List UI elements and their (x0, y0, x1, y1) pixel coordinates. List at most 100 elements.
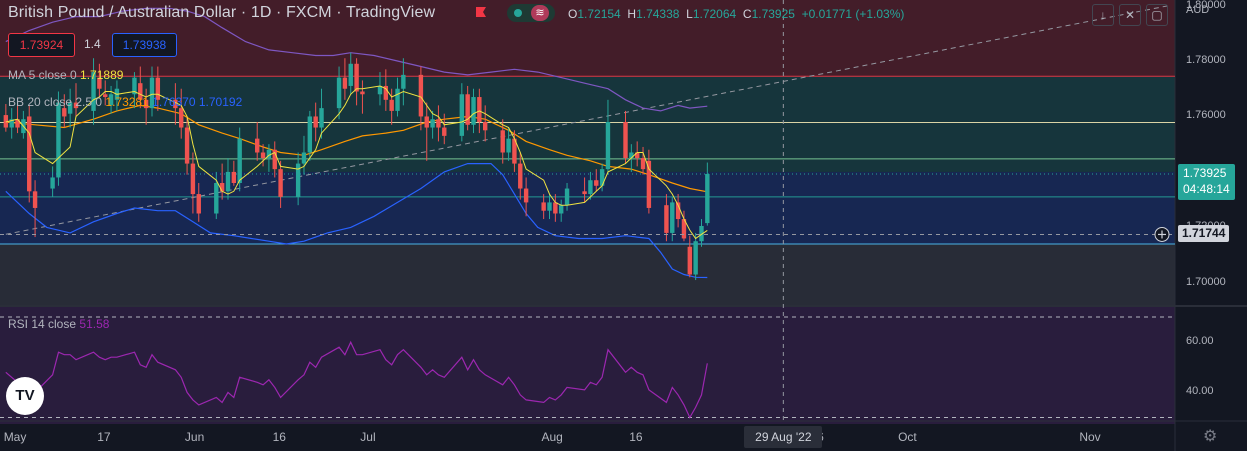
candle-body-76 (623, 122, 628, 159)
time-tick-label: Aug (541, 430, 563, 444)
candle-body-11 (91, 72, 96, 111)
candle-body-44 (354, 63, 359, 92)
ma5-line (5, 85, 708, 240)
candle-body-73 (594, 180, 599, 186)
candle-body-75 (605, 122, 611, 170)
candle-body-61 (500, 130, 505, 153)
candle-body-22 (179, 108, 184, 128)
time-tick-label: Jun (184, 430, 205, 444)
candle-body-27 (219, 183, 225, 192)
snapshot-icon[interactable]: ▢ (1146, 4, 1168, 26)
price-zone-1 (0, 76, 1175, 172)
candle-body-32 (260, 152, 266, 159)
close-label: C (742, 7, 752, 21)
candle-body-19 (149, 77, 155, 109)
candle-body-34 (272, 149, 277, 170)
high-label: H (627, 7, 637, 21)
time-tick-label: 16 (629, 430, 643, 444)
candle-body-33 (266, 149, 272, 159)
high-value: 1.74338 (636, 7, 680, 21)
candle-body-72 (588, 180, 593, 195)
crosshair-date-tag: 29 Aug '22 (744, 426, 823, 448)
candle-body-45 (360, 91, 365, 95)
time-tick-label: Nov (1079, 430, 1101, 444)
settings-gear-icon[interactable]: ⚙ (1203, 428, 1218, 445)
candle-body-87 (699, 225, 704, 242)
rsi-label: RSI 14 close (8, 317, 77, 331)
candle-body-74 (599, 169, 605, 186)
sell-button[interactable]: 1.73924 (8, 33, 75, 57)
time-tick-label: May (3, 430, 27, 444)
candle-body-48 (389, 99, 394, 111)
time-tick-label: 16 (272, 430, 286, 444)
bar-countdown: 04:48:14 (1183, 181, 1230, 196)
candle-body-20 (155, 77, 161, 100)
candle-body-67 (547, 202, 552, 211)
candle-body-59 (477, 97, 482, 122)
candle-body-1 (9, 119, 14, 128)
close-value: 1.73925 (751, 7, 795, 21)
candle-body-77 (629, 152, 634, 159)
candle-body-24 (190, 163, 196, 195)
open-label: O (568, 7, 578, 21)
candle-body-12 (97, 77, 102, 89)
candle-body-50 (401, 74, 406, 89)
candle-body-36 (295, 163, 301, 197)
time-tick-label: Oct (898, 430, 917, 444)
market-status-pill[interactable]: ≋ (507, 4, 555, 22)
candle-body-88 (705, 173, 710, 224)
candle-body-8 (62, 108, 67, 117)
candle-body-54 (436, 119, 441, 128)
buy-button[interactable]: 1.73938 (112, 33, 177, 57)
currency-label[interactable]: AUD (1186, 4, 1210, 16)
candle-body-46 (377, 85, 383, 95)
rsi-legend[interactable]: RSI 14 close 51.58 (8, 317, 109, 331)
tradingview-logo[interactable]: TV (6, 377, 44, 415)
candle-body-30 (237, 138, 242, 183)
rsi-pane-background (0, 307, 1175, 424)
candle-body-60 (482, 122, 488, 131)
candle-body-62 (506, 138, 511, 153)
fullscreen-icon[interactable]: ✕ (1119, 4, 1141, 26)
flag-icon[interactable] (474, 6, 488, 20)
spread-value: 1.4 (84, 37, 101, 51)
price-tick-label: 1.80000 (1186, 0, 1226, 11)
bb-upper-value: 1.76370 (152, 95, 196, 109)
candle-body-43 (348, 63, 353, 86)
ma-value: 1.71889 (80, 68, 124, 82)
ma-legend[interactable]: MA 5 close 0 1.71889 (8, 68, 123, 82)
bb-legend[interactable]: BB 20 close 2.5 0 1.73281 1.76370 1.7019… (8, 95, 242, 109)
candle-body-64 (518, 163, 523, 189)
candle-body-14 (108, 94, 114, 106)
candle-body-40 (319, 108, 324, 128)
candle-body-0 (3, 115, 9, 128)
candle-body-79 (640, 158, 646, 170)
candle-body-4 (27, 116, 32, 192)
price-zone-3 (0, 244, 1175, 305)
add-alert-plus-icon[interactable] (1154, 226, 1170, 242)
rsi-line (5, 340, 708, 419)
market-open-dot-icon (514, 9, 522, 17)
candle-body-9 (67, 102, 73, 114)
low-label: L (686, 7, 693, 21)
bb-basis-line (5, 104, 708, 193)
candle-body-56 (459, 94, 465, 136)
symbol-title[interactable]: British Pound / Australian Dollar · 1D ·… (8, 4, 436, 21)
candle-body-21 (173, 99, 178, 109)
candle-body-78 (634, 152, 640, 159)
candle-body-71 (582, 191, 587, 195)
candle-body-52 (424, 116, 429, 128)
bb-upper-line (5, 7, 708, 112)
price-zone-2 (0, 171, 1175, 244)
rsi-tick-label: 60.00 (1186, 335, 1214, 348)
scroll-down-button[interactable]: ↓ (1092, 4, 1114, 26)
candle-body-2 (15, 119, 20, 128)
bb-lower-value: 1.70192 (198, 95, 243, 109)
candle-body-84 (681, 219, 687, 239)
low-value: 1.72064 (692, 7, 737, 21)
candle-body-28 (225, 171, 231, 192)
rsi-tick-label: 40.00 (1186, 385, 1214, 398)
bb-lower-line (5, 163, 708, 279)
price-zone-0 (0, 0, 1175, 77)
